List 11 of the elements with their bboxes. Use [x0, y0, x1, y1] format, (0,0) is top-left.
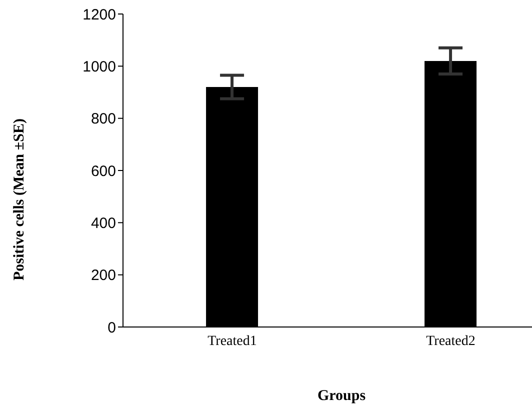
y-tick-label: 600 [90, 162, 116, 180]
y-tick-label: 1200 [82, 6, 116, 24]
y-tick-label: 1000 [82, 58, 116, 76]
x-tick-label: Treated2 [426, 334, 476, 349]
x-tick-label: Treated1 [208, 334, 257, 349]
x-axis-title: Groups [317, 388, 366, 404]
y-tick-label: 0 [108, 319, 116, 336]
y-axis-title: Positive cells (Mean ±SE) [11, 118, 28, 280]
y-tick-label: 200 [90, 267, 116, 284]
y-tick-label: 400 [90, 214, 116, 232]
y-tick-label: 800 [90, 110, 116, 128]
